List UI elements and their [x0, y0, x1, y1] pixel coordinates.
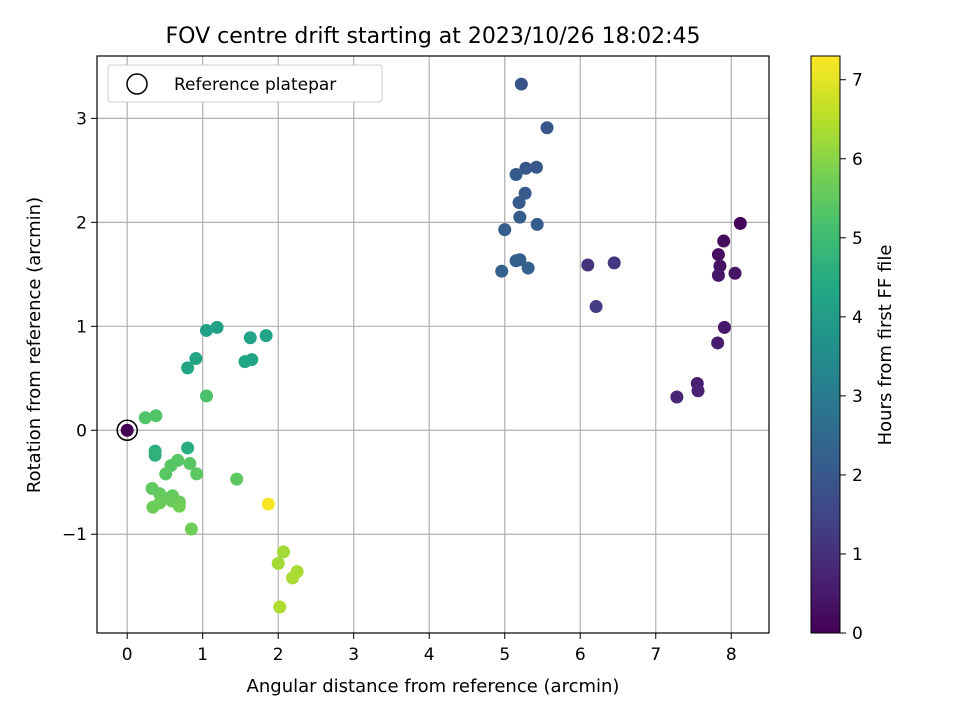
- data-point: [184, 522, 198, 536]
- x-axis-ticks: 0 1 2 3 4 5 6 7 8: [122, 633, 737, 665]
- data-point: [530, 217, 544, 231]
- data-point: [518, 186, 532, 200]
- x-tick-label: 6: [575, 645, 586, 665]
- x-tick-label: 2: [273, 645, 284, 665]
- data-point: [149, 409, 163, 423]
- data-points: [120, 77, 747, 614]
- data-point: [189, 352, 203, 366]
- y-axis-label: Rotation from reference (arcmin): [24, 197, 45, 493]
- y-tick-label: 2: [76, 213, 87, 233]
- legend: Reference platepar: [107, 64, 383, 103]
- data-point: [172, 499, 186, 513]
- data-point: [148, 448, 162, 462]
- data-point: [733, 216, 747, 230]
- data-point: [717, 234, 731, 248]
- data-point: [286, 571, 300, 585]
- colorbar-tick-label: 7: [852, 71, 863, 91]
- x-tick-label: 5: [499, 645, 510, 665]
- colorbar: [810, 55, 841, 634]
- data-point: [159, 467, 173, 481]
- data-point: [261, 497, 275, 511]
- colorbar-tick-label: 0: [852, 624, 863, 644]
- data-point: [183, 457, 197, 471]
- colorbar-label: Hours from first FF file: [875, 245, 896, 446]
- data-point: [521, 261, 535, 275]
- x-axis-label: Angular distance from reference (arcmin): [247, 676, 620, 697]
- x-tick-label: 7: [650, 645, 661, 665]
- data-point: [711, 248, 725, 262]
- colorbar-tick-label: 3: [852, 387, 863, 407]
- y-axis-ticks: −1 0 1 2 3: [62, 109, 97, 545]
- x-tick-label: 4: [424, 645, 435, 665]
- data-point: [581, 258, 595, 272]
- data-point: [509, 168, 523, 182]
- data-point: [589, 300, 603, 314]
- data-point: [495, 264, 509, 278]
- legend-reference-marker: [126, 73, 148, 95]
- y-tick-label: 1: [76, 317, 87, 337]
- data-point: [230, 472, 244, 486]
- data-point: [513, 210, 527, 224]
- data-point: [210, 320, 224, 334]
- colorbar-ticks: 0 1 2 3 4 5 6 7: [840, 71, 863, 644]
- data-point: [514, 77, 528, 91]
- data-point: [276, 545, 290, 559]
- data-point: [540, 121, 554, 135]
- y-tick-label: −1: [62, 525, 87, 545]
- colorbar-tick-label: 5: [852, 229, 863, 249]
- data-point: [138, 411, 152, 425]
- data-point: [711, 268, 725, 282]
- legend-box: [107, 64, 383, 103]
- data-point: [529, 160, 543, 174]
- x-tick-label: 1: [197, 645, 208, 665]
- legend-entry-reference-platepar: Reference platepar: [174, 75, 336, 95]
- data-point: [717, 320, 731, 334]
- data-point: [259, 329, 273, 343]
- data-point: [238, 355, 252, 369]
- data-point: [243, 331, 257, 345]
- grid: [97, 56, 769, 633]
- data-point: [181, 361, 195, 375]
- data-point: [190, 467, 204, 481]
- x-tick-label: 3: [348, 645, 359, 665]
- x-tick-label: 0: [122, 645, 133, 665]
- y-tick-label: 3: [76, 109, 87, 129]
- colorbar-tick-label: 1: [852, 545, 863, 565]
- data-point: [120, 423, 134, 437]
- data-point: [146, 500, 160, 514]
- colorbar-tick-label: 4: [852, 308, 863, 328]
- data-point: [199, 389, 213, 403]
- reference-marker-layer: [116, 419, 138, 442]
- colorbar-tick-label: 6: [852, 150, 863, 170]
- data-point: [691, 384, 705, 398]
- data-point: [513, 253, 527, 267]
- data-point: [728, 266, 742, 280]
- data-point: [711, 336, 725, 350]
- data-point: [498, 223, 512, 237]
- data-point: [199, 323, 213, 337]
- y-tick-label: 0: [76, 421, 87, 441]
- reference-platepar-marker: [116, 419, 138, 442]
- data-point: [271, 556, 285, 570]
- data-point: [273, 600, 287, 614]
- chart-title: FOV centre drift starting at 2023/10/26 …: [166, 24, 701, 49]
- plot-frame: [96, 55, 770, 634]
- data-point: [181, 441, 195, 455]
- data-point: [519, 161, 533, 175]
- data-point: [512, 196, 526, 210]
- x-tick-label: 8: [726, 645, 737, 665]
- data-point: [607, 256, 621, 270]
- colorbar-tick-label: 2: [852, 466, 863, 486]
- data-point: [670, 390, 684, 404]
